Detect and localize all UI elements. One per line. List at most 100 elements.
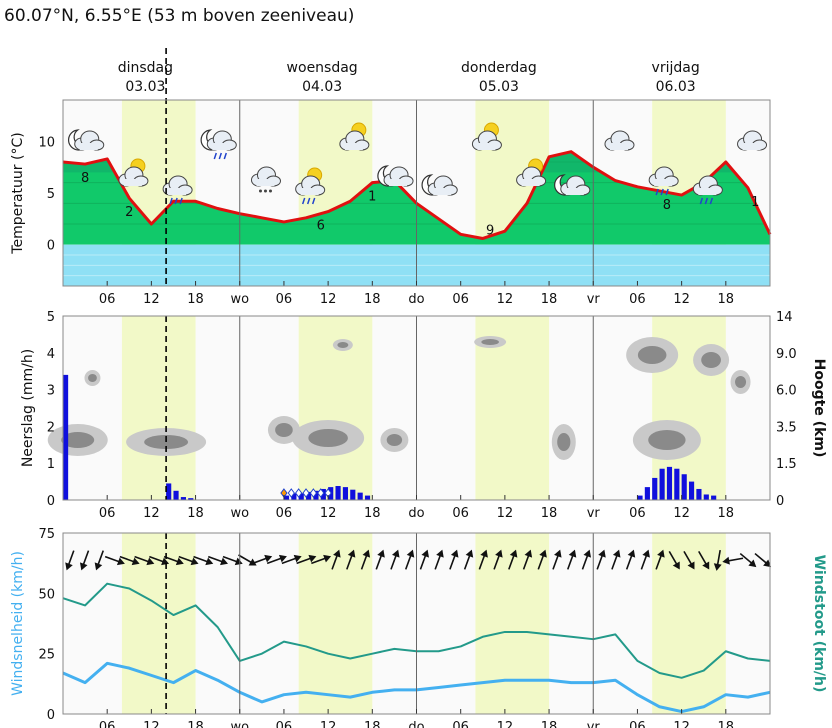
wind-y-tick: 75 [38,527,55,542]
wind-arrow [149,555,170,566]
wind-arrow [134,555,155,566]
wind-arrow [360,549,371,570]
raindrop [169,197,173,205]
wind-arrow [207,555,228,566]
precip-bar [364,495,371,500]
precip-bar [63,374,69,500]
cloud-layer-dense [308,429,348,447]
wind-arrow [596,549,606,570]
wind-arrow-head [627,549,636,558]
temp-value-label: 2 [125,205,133,220]
cloud-base [212,143,231,150]
precip-bar [166,483,172,500]
wind-arrow [375,549,385,570]
x-tick-label: wo [230,292,249,307]
daylight-band [121,316,196,500]
x-tick-label: 06 [629,506,646,521]
snowflake [268,189,272,193]
cloud-layer-dense [637,346,667,364]
x-tick-label: 06 [99,720,116,728]
wind-arrow-head [65,562,73,571]
x-tick-label: 18 [718,720,735,728]
sun-cloud-rain-icon [295,167,326,205]
cloud-layer-dense [648,430,686,450]
wind-arrow [434,549,444,570]
wind-arrow [611,549,621,570]
x-tick-label: 18 [541,720,558,728]
precip-bar [666,466,673,500]
cloud-layer-dense [557,433,571,451]
cloud-layer-dense [481,339,499,345]
raindrop [709,197,714,205]
x-tick-label: 12 [673,720,690,728]
wind-arrow-head [116,557,125,566]
sun-cloud-icon [471,122,502,151]
temp-value-label: 8 [81,171,89,186]
x-tick-label: 12 [673,292,690,307]
wind-arrow [311,554,332,565]
wind-arrow-head [308,554,317,563]
wind-y-tick: 50 [38,587,55,602]
location-title: 60.07°N, 6.55°E (53 m boven zeeniveau) [4,6,355,26]
wind-y-tick: 0 [47,708,55,723]
wind-arrow-head [554,549,562,558]
wind-arrow [390,549,400,570]
wind-arrow-head [657,549,665,558]
wind-arrow-head [480,549,488,558]
precip-y-tick: 4 [47,347,55,362]
wind-arrow-head [702,561,710,570]
precip-bar [350,489,356,500]
wind-arrow [65,550,75,571]
x-tick-label: 12 [320,292,337,307]
wind-arrow-head [377,549,385,558]
wind-arrow [537,549,547,570]
x-tick-label: 06 [629,292,646,307]
precip-bar [291,493,297,500]
wind-arrow [296,554,317,565]
wind-arrow-head [131,557,140,566]
wind-arrow-head [642,549,650,558]
wind-arrow [331,549,341,570]
wind-arrow [163,555,184,566]
raindrop [306,197,311,205]
temp-y-tick: 10 [38,135,55,150]
temp-value-label: 1 [368,190,376,205]
wind-arrow-head [568,549,577,558]
raindrop [179,197,183,205]
wind-arrow-head [293,554,302,563]
precip-bar [644,487,650,500]
day-name: vrijdag [652,60,700,76]
wind-arrow [683,550,695,570]
cloud-base [477,143,496,150]
cloud-base [698,188,717,195]
cloud-layer-dense [337,342,349,348]
raindrop [655,188,659,196]
x-tick-label: 12 [673,506,690,521]
wind-arrow [266,554,287,565]
raindrop [311,197,316,205]
x-tick-label: do [408,292,424,307]
wind-arrow-head [612,549,621,558]
wind-speed-y-label: Windsnelheid (km/h) [10,551,26,696]
x-tick-label: vr [587,720,601,728]
wind-arrow-head [583,549,592,558]
precip-bar [320,488,326,500]
wind-arrow [178,555,199,566]
wind-arrow-head [264,554,273,563]
wind-arrow-head [722,556,730,565]
cloud-layer-dense [701,352,721,368]
raindrop [699,197,704,205]
cloud-base [521,179,540,186]
cloud-base [654,179,673,186]
temp-value-label: 6 [317,219,325,234]
precip-y-tick: 3 [47,384,55,399]
cloud-rain-icon [692,175,723,205]
precip-bar [357,492,363,500]
daylight-band [475,533,550,714]
wind-arrow-head [421,549,429,558]
temp-value-label: 1 [751,195,759,210]
temp-y-label: Temperatuur (°C) [10,132,26,254]
x-tick-label: 18 [541,506,558,521]
snow-marker [302,488,310,498]
raindrop [660,188,664,196]
